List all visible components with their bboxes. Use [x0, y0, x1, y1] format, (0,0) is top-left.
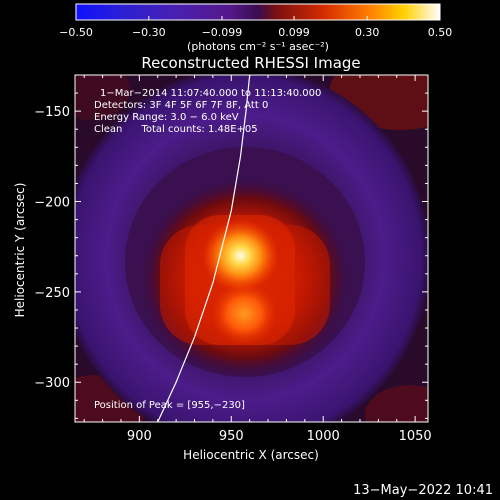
x-tick-label: 1050 — [399, 429, 432, 444]
annotation-detectors: Detectors: 3F 4F 5F 6F 7F 8F, Att 0 — [94, 100, 268, 111]
timestamp: 13−May−2022 10:41 — [353, 483, 493, 498]
annotations: 1−Mar−2014 11:07:40.000 to 11:13:40.000 … — [94, 88, 321, 411]
annotation-clean-counts: Clean Total counts: 1.48E+05 — [94, 124, 258, 135]
colorbar-tick-label: 0.50 — [428, 26, 453, 39]
colorbar-tick-label: −0.50 — [59, 26, 93, 39]
y-tick-label: −200 — [34, 196, 70, 211]
solar-limb-curve — [157, 75, 251, 422]
y-tick-label: −300 — [34, 376, 70, 391]
annotation-time-range: 1−Mar−2014 11:07:40.000 to 11:13:40.000 — [100, 88, 321, 99]
peak-source — [202, 219, 279, 292]
x-tick-label: 900 — [127, 429, 152, 444]
plot-frame — [74, 74, 429, 423]
colorbar-units: (photons cm⁻² s⁻¹ asec⁻²) — [187, 40, 329, 53]
colorbar-tick-label: −0.099 — [202, 26, 243, 39]
chart-title: Reconstructed RHESSI Image — [141, 54, 360, 72]
y-tick-label: −250 — [34, 286, 70, 301]
x-tick-label: 950 — [219, 429, 244, 444]
y-tick-label: −150 — [34, 105, 70, 120]
x-axis-ticks: 900 950 1000 1050 — [83, 75, 432, 444]
colorbar-gradient — [76, 4, 440, 20]
colorbar-ticks: −0.50 −0.30 −0.099 0.099 0.30 0.50 — [59, 16, 452, 39]
annotation-peak-position: Position of Peak = [955,−230] — [94, 400, 245, 411]
colorbar-tick-label: 0.099 — [278, 26, 310, 39]
colorbar: −0.50 −0.30 −0.099 0.099 0.30 0.50 (photons c… — [59, 3, 452, 53]
colorbar-tick-label: −0.30 — [132, 26, 166, 39]
y-axis-ticks: −150 −200 −250 −300 — [34, 74, 428, 419]
x-axis-label: Heliocentric X (arcsec) — [183, 448, 319, 462]
colorbar-tick-label: 0.30 — [355, 26, 380, 39]
y-axis-label: Heliocentric Y (arcsec) — [13, 183, 27, 318]
secondary-source — [210, 281, 279, 346]
annotation-energy-range: Energy Range: 3.0 − 6.0 keV — [94, 112, 239, 123]
x-tick-label: 1000 — [307, 429, 340, 444]
plot-area — [75, 75, 428, 422]
